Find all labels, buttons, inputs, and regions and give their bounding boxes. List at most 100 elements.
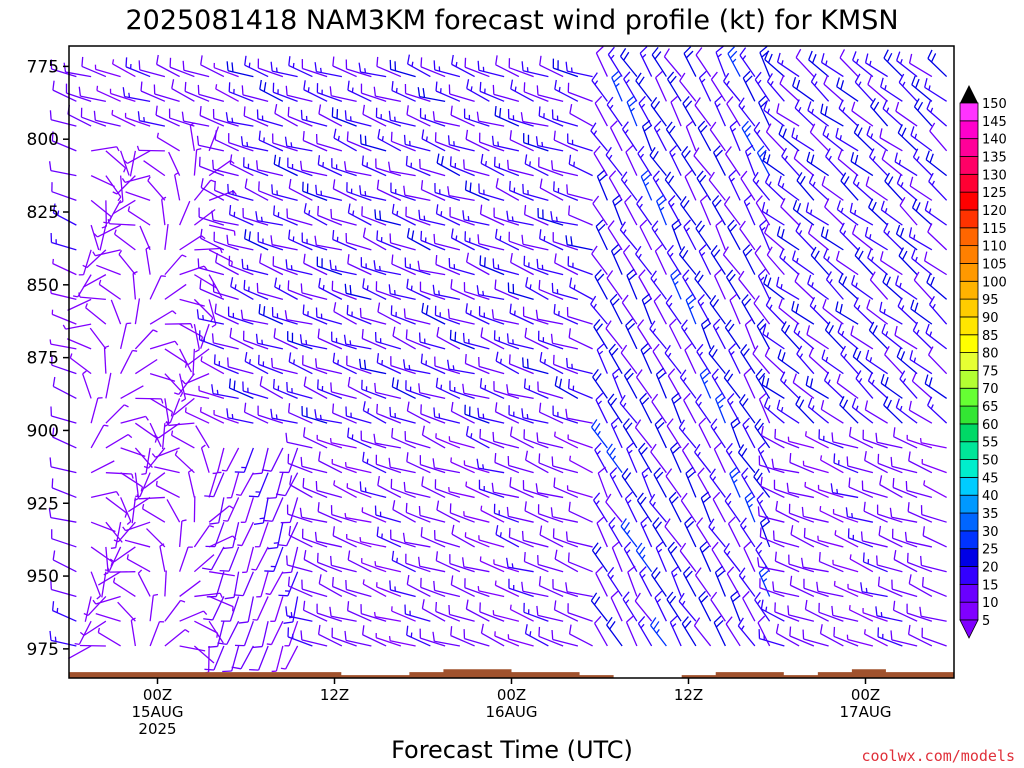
wind-barb — [567, 82, 593, 102]
wind-barb — [927, 223, 948, 251]
wind-barb — [806, 151, 829, 177]
wind-barb — [464, 404, 490, 424]
wind-barb — [724, 492, 741, 523]
wind-barb — [523, 82, 549, 102]
wind-barb — [143, 447, 166, 469]
wind-barb — [654, 590, 667, 622]
wind-barb — [388, 635, 416, 647]
wind-barb — [522, 357, 549, 375]
colorbar-segment — [959, 601, 979, 621]
wind-barb — [552, 354, 579, 375]
wind-barb — [256, 282, 284, 301]
colorbar-label: 125 — [982, 186, 1007, 201]
wind-barb — [776, 399, 800, 424]
credit-link[interactable]: coolwx.com/models — [861, 747, 1015, 765]
wind-barb — [101, 200, 107, 229]
wind-barb — [99, 224, 107, 251]
wind-barb — [204, 472, 225, 498]
wind-barb — [850, 325, 874, 350]
wind-barb — [303, 253, 328, 276]
wind-barb — [181, 373, 210, 385]
wind-barb — [316, 83, 343, 102]
wind-barb — [173, 397, 195, 416]
wind-barb — [538, 402, 564, 424]
wind-barb — [679, 369, 697, 399]
wind-barb — [623, 541, 638, 573]
wind-barb — [522, 480, 549, 499]
wind-barb — [880, 374, 903, 399]
wind-barb — [403, 134, 431, 152]
wind-barb — [93, 224, 121, 238]
wind-barb — [435, 254, 461, 276]
wind-barb — [726, 96, 741, 127]
wind-barb — [700, 318, 712, 350]
wind-barb — [314, 531, 343, 548]
wind-barb — [205, 521, 225, 548]
wind-barb — [200, 55, 225, 78]
wind-barb — [667, 368, 682, 399]
wind-barb — [374, 382, 402, 400]
colorbar-label: 15 — [982, 578, 999, 593]
wind-barb — [862, 552, 888, 573]
wind-barb — [607, 393, 623, 424]
wind-barb — [624, 194, 638, 226]
wind-barb — [50, 232, 77, 251]
wind-barb — [192, 348, 196, 375]
wind-barb — [377, 302, 402, 325]
wind-barb — [200, 356, 225, 375]
wind-barb — [728, 343, 741, 374]
colorbar-label: 95 — [982, 293, 999, 308]
wind-barb — [299, 334, 328, 350]
wind-barb — [164, 570, 167, 597]
wind-barb — [49, 457, 77, 474]
wind-barb — [923, 480, 947, 498]
wind-barb — [708, 171, 726, 201]
wind-barb — [539, 178, 564, 201]
wind-barb — [449, 503, 475, 523]
wind-barb — [435, 551, 461, 573]
wind-barb — [710, 244, 726, 275]
wind-barb — [227, 183, 254, 201]
wind-barb — [607, 220, 623, 251]
wind-barb — [650, 270, 667, 300]
wind-barb — [286, 555, 313, 573]
wind-barb — [390, 131, 416, 152]
wind-barb — [596, 342, 608, 374]
wind-barb — [754, 418, 771, 449]
wind-barb — [289, 475, 313, 498]
wind-barb — [359, 536, 387, 548]
wind-barb — [302, 304, 328, 325]
wind-barb — [669, 615, 682, 647]
wind-barb — [678, 246, 697, 276]
wind-barb — [655, 367, 667, 399]
wind-barb — [861, 480, 888, 499]
wind-barb — [651, 567, 667, 597]
wind-barb — [227, 306, 254, 325]
wind-barb — [494, 631, 520, 647]
wind-barb — [626, 268, 638, 300]
wind-barb — [507, 159, 534, 177]
wind-barb — [479, 556, 505, 573]
wind-barb — [462, 383, 490, 400]
wind-barb — [740, 170, 756, 201]
wind-barb — [90, 546, 114, 567]
wind-barb — [418, 505, 446, 523]
wind-barb — [376, 582, 402, 598]
wind-barb — [179, 235, 206, 251]
wind-barb — [757, 506, 785, 523]
wind-barb — [849, 554, 874, 573]
wind-barb — [743, 194, 756, 226]
wind-barb — [611, 367, 623, 399]
wind-barb — [775, 623, 800, 647]
wind-barb — [552, 405, 579, 424]
wind-barb — [757, 442, 771, 473]
wind-barb — [417, 260, 446, 276]
wind-barb — [316, 603, 343, 622]
wind-barb — [639, 566, 653, 597]
wind-barb — [103, 200, 122, 224]
wind-barb — [641, 120, 653, 152]
wind-barb — [835, 127, 859, 152]
wind-barb — [404, 604, 431, 622]
wind-barb — [552, 528, 579, 548]
